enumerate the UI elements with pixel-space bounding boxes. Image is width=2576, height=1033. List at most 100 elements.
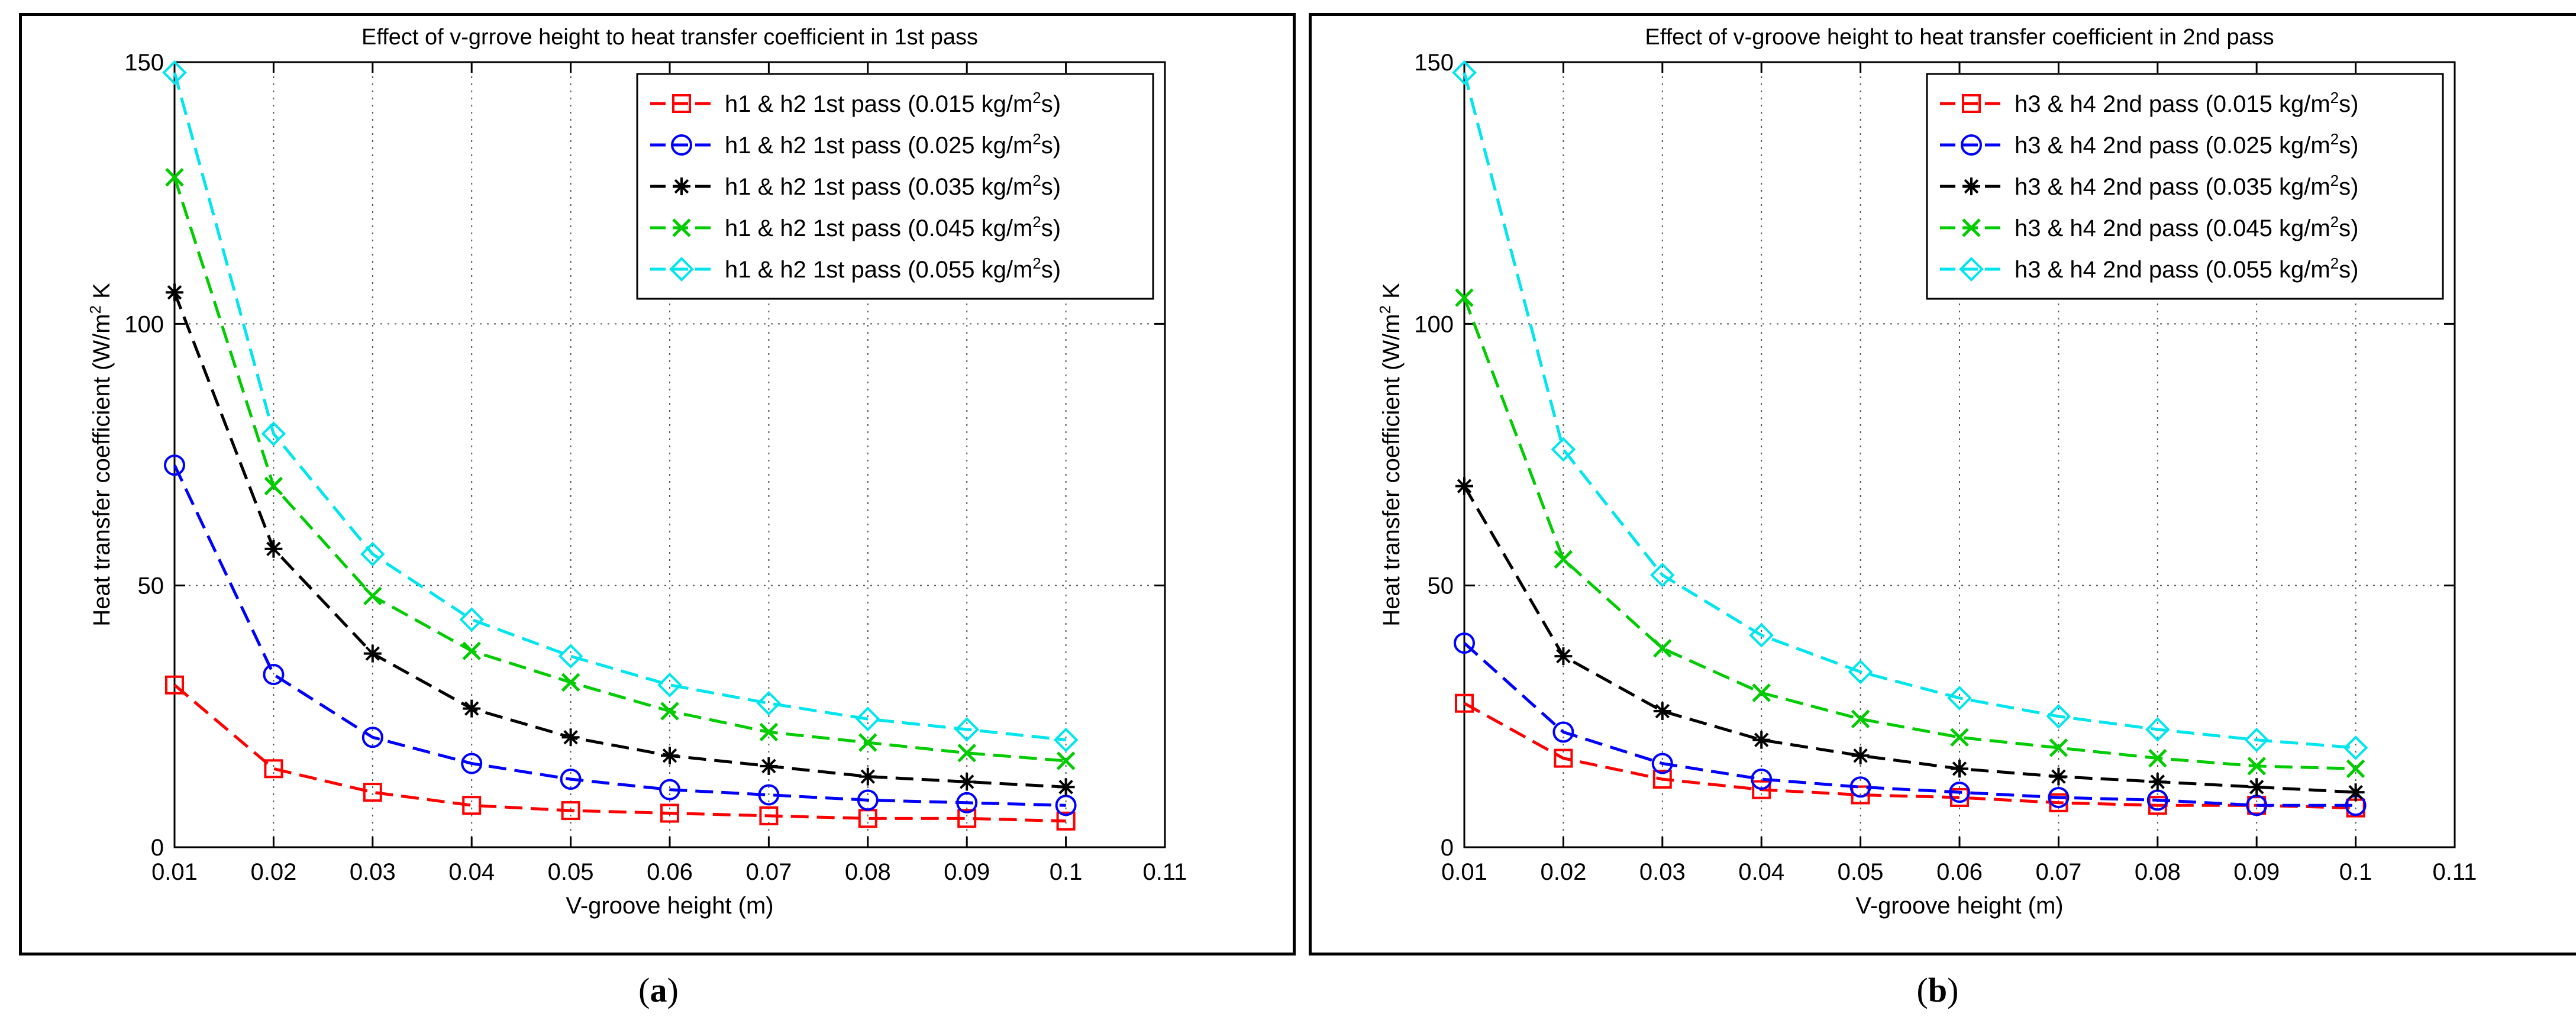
data-point — [2244, 727, 2270, 753]
data-point — [1851, 709, 1870, 729]
panel-label-b: (b) — [1916, 971, 1959, 1009]
data-point — [2049, 738, 2068, 757]
legend-entry: h1 & h2 1st pass (0.015 kg/m2s) — [650, 89, 1061, 117]
x-axis-label: V-groove height (m) — [1855, 893, 2063, 919]
legend-label: h3 & h4 2nd pass (0.025 kg/m2s) — [2015, 130, 2358, 159]
x-tick-label: 0.01 — [151, 859, 198, 885]
x-tick-label: 0.01 — [1441, 859, 1487, 885]
legend-label: h3 & h4 2nd pass (0.035 kg/m2s) — [2015, 172, 2358, 200]
series-line — [1463, 702, 2356, 810]
data-point — [858, 733, 877, 752]
legend: h3 & h4 2nd pass (0.015 kg/m2s) h3 & h4 2… — [1926, 73, 2444, 300]
data-point — [1653, 702, 1671, 720]
legend-marker — [671, 134, 692, 156]
data-point — [1653, 639, 1672, 658]
y-tick-label: 50 — [138, 573, 164, 599]
legend-marker — [673, 177, 690, 195]
series-line — [173, 683, 1066, 823]
data-point — [855, 706, 880, 732]
chart-svg-a: Effect of v-grrove height to heat transf… — [86, 25, 1187, 919]
legend-entry: h1 & h2 1st pass (0.045 kg/m2s) — [650, 213, 1061, 241]
legend: h1 & h2 1st pass (0.015 kg/m2s) h1 & h2 1… — [636, 73, 1154, 300]
x-tick-label: 0.03 — [350, 859, 396, 885]
data-point — [361, 727, 383, 748]
data-point — [957, 809, 977, 828]
data-point — [1554, 550, 1573, 569]
data-point — [264, 540, 283, 558]
data-point — [1455, 477, 1473, 495]
x-tick-label: 0.1 — [2339, 859, 2372, 885]
data-point — [164, 454, 185, 476]
legend-label: h3 & h4 2nd pass (0.015 kg/m2s) — [2015, 89, 2358, 117]
x-tick-label: 0.08 — [2135, 859, 2181, 885]
data-point — [558, 644, 583, 669]
y-axis: 0 50 100 150 — [1414, 50, 2455, 861]
series-line — [1463, 72, 2356, 750]
data-point — [462, 641, 481, 661]
legend-label: h1 & h2 1st pass (0.035 kg/m2s) — [725, 172, 1061, 200]
series-line — [173, 72, 1066, 742]
x-tick-label: 0.08 — [845, 859, 891, 885]
series-line — [1463, 297, 2356, 770]
series-5 — [1452, 60, 2368, 760]
data-point — [756, 690, 782, 716]
data-point — [657, 672, 682, 698]
series-4 — [165, 167, 1076, 770]
legend-marker — [1959, 257, 1984, 282]
legend-entry: h1 & h2 1st pass (0.055 kg/m2s) — [650, 254, 1061, 283]
data-point — [166, 283, 183, 302]
data-point — [1552, 721, 1574, 743]
data-point — [162, 60, 187, 85]
data-point — [1949, 782, 1970, 803]
data-point — [459, 607, 485, 632]
data-point — [1053, 727, 1079, 753]
data-point — [956, 792, 978, 814]
legend-label: h3 & h4 2nd pass (0.045 kg/m2s) — [2015, 213, 2358, 241]
data-point — [954, 717, 980, 742]
x-axis: 0.01 0.02 0.03 0.04 0.05 0.06 0.07 0.08 0.09 0.1 0… — [151, 62, 1187, 885]
data-point — [1056, 751, 1076, 770]
y-tick-label: 50 — [1428, 573, 1454, 599]
data-point — [560, 768, 582, 790]
data-point — [1651, 753, 1673, 774]
x-tick-label: 0.02 — [250, 859, 296, 885]
legend-entry: h3 & h4 2nd pass (0.035 kg/m2s) — [1940, 172, 2358, 200]
chart-title: Effect of v-grrove height to heat transf… — [361, 25, 978, 50]
series-line — [1463, 485, 2356, 794]
data-point — [2346, 783, 2365, 802]
data-point — [463, 699, 481, 718]
legend-label: h3 & h4 2nd pass (0.055 kg/m2s) — [2015, 254, 2358, 283]
x-tick-label: 0.06 — [1936, 859, 1983, 885]
legend-entry: h1 & h2 1st pass (0.035 kg/m2s) — [650, 172, 1061, 200]
y-axis-label: Heat transfer coefficient (W/m2 K — [86, 283, 115, 627]
series-line — [173, 464, 1066, 807]
x-axis: 0.01 0.02 0.03 0.04 0.05 0.06 0.07 0.08 0.09 0.1 0… — [1441, 62, 2477, 885]
series-4 — [1455, 288, 2365, 779]
data-point — [2049, 767, 2068, 786]
x-tick-label: 0.04 — [1738, 859, 1784, 885]
data-point — [1455, 288, 1474, 307]
y-tick-label: 100 — [1414, 311, 1454, 337]
x-tick-label: 0.05 — [1838, 859, 1884, 885]
x-tick-label: 0.05 — [548, 859, 594, 885]
chart-panel-a: Effect of v-grrove height to heat transf… — [19, 13, 1296, 955]
legend-entry: h3 & h4 2nd pass (0.055 kg/m2s) — [1940, 254, 2358, 283]
data-point — [261, 421, 286, 446]
data-point — [660, 803, 679, 823]
series-3 — [166, 283, 1075, 796]
series-2 — [164, 454, 1077, 816]
data-point — [2247, 757, 2266, 776]
data-point — [1554, 647, 1573, 666]
data-point — [858, 767, 877, 786]
y-axis: 0 50 100 150 — [124, 50, 1165, 861]
x-tick-label: 0.06 — [647, 859, 693, 885]
data-point — [957, 743, 976, 763]
data-point — [263, 664, 285, 686]
legend-marker — [1962, 218, 1981, 237]
legend-marker — [672, 218, 691, 237]
legend-label: h1 & h2 1st pass (0.015 kg/m2s) — [725, 89, 1061, 117]
legend-label: h1 & h2 1st pass (0.055 kg/m2s) — [725, 254, 1061, 283]
data-point — [1649, 563, 1675, 587]
x-tick-label: 0.09 — [2233, 859, 2280, 885]
data-point — [561, 801, 580, 821]
